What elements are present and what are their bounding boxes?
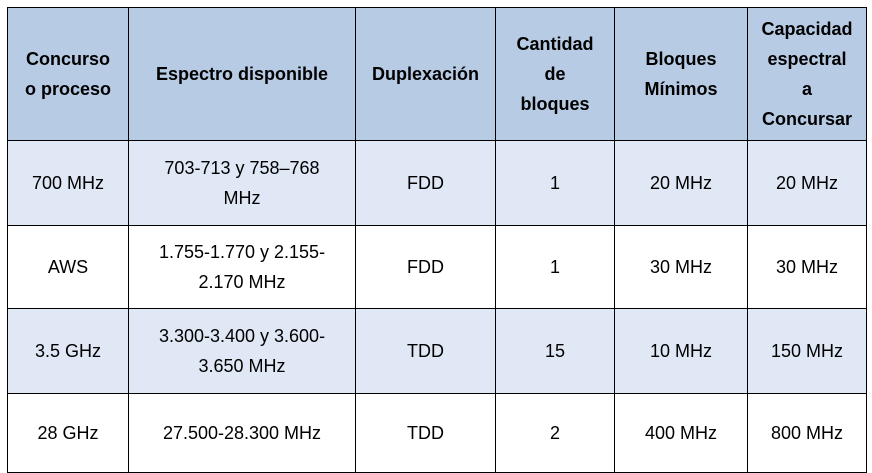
cell-duplexacion: TDD <box>355 393 496 473</box>
header-espectro: Espectro disponible <box>128 7 356 141</box>
cell-bloques-minimos: 20 MHz <box>614 140 748 226</box>
table-header-row: Concurso o proceso Espectro disponible D… <box>7 7 867 141</box>
header-concurso: Concurso o proceso <box>7 7 129 141</box>
cell-bloques-minimos: 400 MHz <box>614 393 748 473</box>
table-row: 700 MHz 703-713 y 758–768 MHz FDD 1 20 M… <box>7 140 867 226</box>
spectrum-auction-table: Concurso o proceso Espectro disponible D… <box>7 7 867 473</box>
cell-concurso: 28 GHz <box>7 393 129 473</box>
cell-concurso: AWS <box>7 225 129 309</box>
cell-duplexacion: FDD <box>355 225 496 309</box>
header-capacidad-espectral: Capacidad espectral a Concursar <box>747 7 867 141</box>
cell-bloques-minimos: 10 MHz <box>614 308 748 394</box>
cell-concurso: 3.5 GHz <box>7 308 129 394</box>
table-row: 28 GHz 27.500-28.300 MHz TDD 2 400 MHz 8… <box>7 393 867 473</box>
cell-espectro: 1.755-1.770 y 2.155- 2.170 MHz <box>128 225 356 309</box>
cell-duplexacion: FDD <box>355 140 496 226</box>
cell-cantidad: 1 <box>495 140 615 226</box>
cell-espectro: 27.500-28.300 MHz <box>128 393 356 473</box>
header-bloques-minimos: Bloques Mínimos <box>614 7 748 141</box>
table-container: Concurso o proceso Espectro disponible D… <box>7 7 867 473</box>
cell-capacidad: 800 MHz <box>747 393 867 473</box>
cell-cantidad: 15 <box>495 308 615 394</box>
cell-concurso: 700 MHz <box>7 140 129 226</box>
cell-espectro: 703-713 y 758–768 MHz <box>128 140 356 226</box>
cell-capacidad: 150 MHz <box>747 308 867 394</box>
cell-cantidad: 1 <box>495 225 615 309</box>
cell-bloques-minimos: 30 MHz <box>614 225 748 309</box>
header-duplexacion: Duplexación <box>355 7 496 141</box>
table-row: AWS 1.755-1.770 y 2.155- 2.170 MHz FDD 1… <box>7 225 867 309</box>
header-cantidad-bloques: Cantidad de bloques <box>495 7 615 141</box>
cell-duplexacion: TDD <box>355 308 496 394</box>
cell-capacidad: 20 MHz <box>747 140 867 226</box>
cell-capacidad: 30 MHz <box>747 225 867 309</box>
table-row: 3.5 GHz 3.300-3.400 y 3.600- 3.650 MHz T… <box>7 308 867 394</box>
cell-espectro: 3.300-3.400 y 3.600- 3.650 MHz <box>128 308 356 394</box>
cell-cantidad: 2 <box>495 393 615 473</box>
